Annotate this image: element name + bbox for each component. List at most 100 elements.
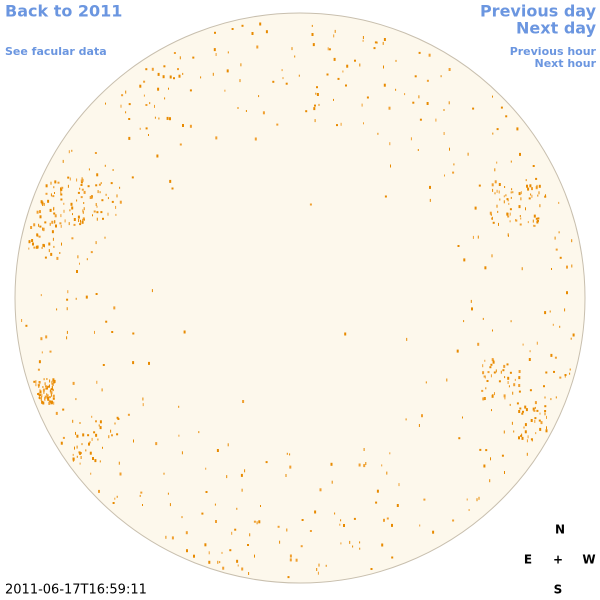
- next-day-link[interactable]: Next day: [516, 19, 597, 38]
- facula: [506, 212, 509, 216]
- facula: [90, 251, 93, 254]
- facula: [102, 217, 104, 220]
- facula: [316, 86, 318, 89]
- facula: [44, 256, 47, 259]
- facula: [498, 183, 501, 186]
- facula: [36, 233, 39, 237]
- facula: [518, 390, 521, 393]
- facula: [81, 178, 84, 182]
- facula: [294, 55, 296, 58]
- facula: [458, 437, 461, 440]
- facula: [532, 165, 535, 167]
- previous-hour-link[interactable]: Previous hour: [510, 45, 597, 58]
- facula: [503, 394, 506, 398]
- facula: [168, 87, 169, 90]
- facula: [553, 370, 555, 373]
- facula: [119, 186, 121, 189]
- facula: [530, 193, 532, 196]
- facula: [410, 137, 412, 141]
- facula: [558, 201, 560, 204]
- facula: [289, 453, 291, 456]
- facula: [89, 451, 92, 455]
- facula: [128, 103, 131, 106]
- facula: [435, 118, 437, 122]
- facula: [87, 434, 90, 437]
- facula: [389, 452, 391, 455]
- facula: [52, 394, 55, 398]
- facula: [314, 119, 316, 123]
- facula: [36, 210, 39, 214]
- facula: [522, 343, 524, 346]
- facula: [95, 184, 98, 187]
- facular-link[interactable]: See facular data: [5, 45, 107, 58]
- facula: [208, 560, 211, 564]
- facula: [449, 147, 450, 151]
- facula: [88, 168, 90, 171]
- facula: [51, 380, 53, 384]
- facula: [533, 224, 535, 227]
- facula: [518, 370, 521, 373]
- facula: [485, 449, 488, 452]
- facula: [483, 464, 486, 468]
- facula: [48, 249, 50, 253]
- facula: [333, 34, 335, 38]
- facula: [39, 394, 41, 397]
- facula: [140, 491, 143, 494]
- facula: [521, 267, 523, 271]
- facula: [241, 567, 244, 571]
- facula: [128, 136, 131, 140]
- facula: [37, 234, 39, 237]
- facula: [506, 363, 509, 366]
- facula: [535, 432, 537, 435]
- facula: [42, 386, 44, 388]
- facula: [492, 360, 495, 364]
- facula: [362, 36, 364, 39]
- facula: [54, 180, 57, 184]
- facula: [503, 364, 506, 368]
- previous-day-link[interactable]: Previous day: [480, 2, 597, 21]
- facula: [340, 542, 342, 545]
- facula: [107, 212, 109, 216]
- facula: [251, 32, 254, 35]
- facula: [80, 452, 82, 454]
- facula: [282, 77, 284, 80]
- facula: [54, 214, 57, 218]
- facula: [95, 433, 98, 437]
- facula: [478, 496, 480, 500]
- facula: [169, 179, 172, 183]
- facula: [421, 414, 423, 418]
- facula: [374, 41, 377, 44]
- facula: [491, 183, 494, 187]
- facula: [277, 525, 280, 528]
- facula: [509, 212, 511, 216]
- facula: [182, 72, 184, 75]
- facula: [494, 192, 496, 195]
- facula: [313, 107, 316, 111]
- back-link[interactable]: Back to 2011: [5, 2, 122, 21]
- facula: [98, 424, 100, 427]
- facula: [45, 184, 48, 188]
- facula: [527, 435, 529, 439]
- facula: [186, 549, 188, 553]
- facula: [349, 540, 351, 544]
- facula: [72, 381, 75, 385]
- facula: [39, 215, 42, 219]
- facula: [342, 70, 344, 73]
- facula: [214, 503, 216, 506]
- facula: [448, 101, 450, 105]
- facula: [289, 554, 292, 558]
- facula: [538, 419, 541, 422]
- facula: [496, 204, 498, 208]
- facula: [52, 378, 55, 382]
- facula: [72, 213, 73, 216]
- facula: [49, 350, 52, 353]
- facula: [490, 363, 493, 366]
- facula: [466, 498, 468, 501]
- facula: [139, 84, 142, 88]
- facula: [546, 415, 547, 419]
- facula: [42, 227, 45, 231]
- facula: [558, 231, 560, 234]
- next-hour-link[interactable]: Next hour: [535, 57, 597, 70]
- facula: [333, 98, 334, 101]
- facula: [92, 214, 93, 217]
